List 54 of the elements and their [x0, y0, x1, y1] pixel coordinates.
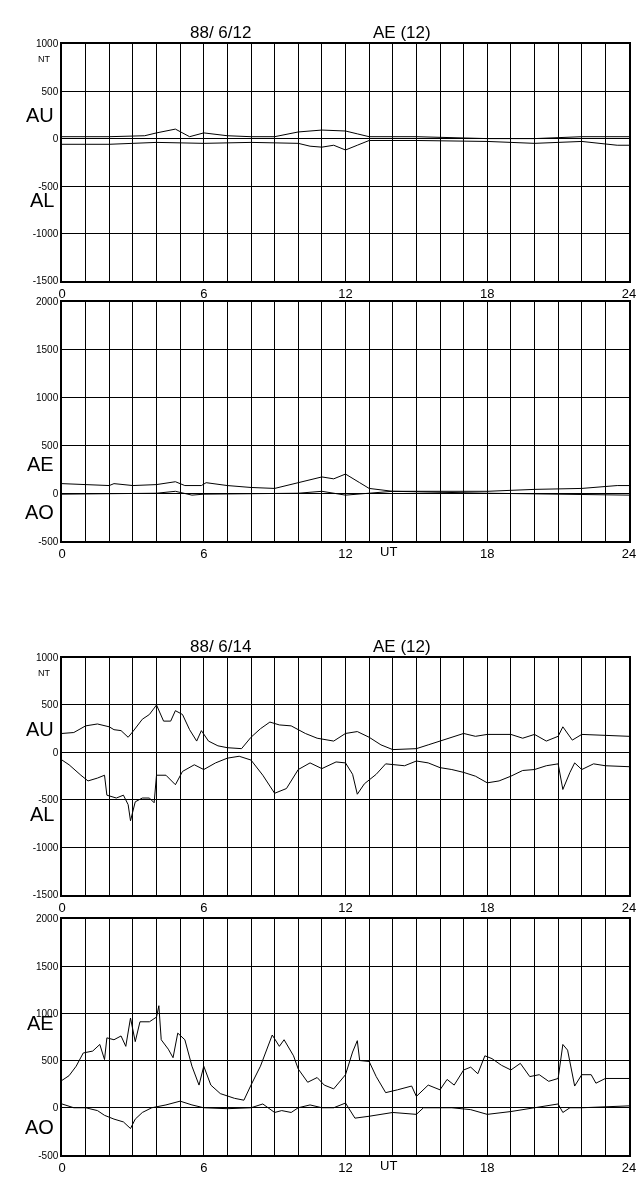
y-tick-label: 2000	[36, 296, 59, 308]
x-tick-label: 24	[621, 546, 637, 562]
y-tick-label: -1500	[32, 275, 59, 287]
x-tick-label: 18	[480, 546, 495, 562]
x-tick-label: 6	[200, 546, 208, 562]
y-axis-title: NT	[38, 54, 51, 64]
x-tick-label: 12	[338, 546, 353, 562]
y-tick-label: 2000	[36, 913, 59, 925]
x-tick-label: 18	[480, 900, 495, 916]
chart-title: 88/ 6/12	[190, 23, 252, 42]
x-tick-label: 6	[200, 1160, 208, 1176]
y-axis-title: NT	[38, 668, 51, 678]
series-label: AU	[26, 718, 54, 740]
series-label: AO	[25, 1116, 54, 1138]
x-tick-label: 12	[338, 1160, 353, 1176]
text: AL	[30, 189, 55, 211]
y-tick-label: -1500	[32, 889, 59, 901]
y-tick-label: 0	[52, 133, 59, 145]
y-tick-label: 0	[52, 487, 59, 499]
y-tick-label: 1500	[36, 343, 59, 355]
chart-subtitle: AE (12)	[373, 23, 431, 42]
x-tick-label: 12	[338, 286, 353, 302]
series-label: AU	[26, 104, 54, 126]
x-tick-label: 6	[200, 900, 208, 916]
y-tick-label: 1000	[36, 38, 59, 50]
series-label: AO	[25, 501, 54, 523]
x-axis-title: UT	[380, 1158, 398, 1173]
x-tick-label: 6	[200, 286, 208, 302]
x-tick-label: 12	[338, 900, 353, 916]
y-tick-label: 0	[52, 746, 59, 758]
y-tick-label: 1000	[36, 652, 59, 664]
y-tick-label: 500	[41, 699, 59, 711]
chart-title: 88/ 6/14	[190, 637, 252, 656]
y-tick-label: 500	[41, 85, 59, 97]
x-tick-label: 24	[621, 900, 637, 916]
y-tick-label: -1000	[32, 228, 59, 240]
y-tick-label: 500	[41, 1055, 59, 1067]
y-tick-label: 500	[41, 439, 59, 451]
y-tick-label: -500	[38, 535, 59, 547]
chart-subtitle: AE (12)	[373, 637, 431, 656]
x-tick-label: 18	[480, 286, 495, 302]
y-tick-label: -500	[38, 794, 59, 806]
y-tick-label: -500	[38, 180, 59, 192]
series-label: AE	[27, 453, 54, 475]
y-tick-label: -500	[38, 1149, 59, 1161]
series-label: AL	[30, 803, 55, 825]
y-tick-label: -1000	[32, 841, 59, 853]
y-tick-label: 1500	[36, 960, 59, 972]
x-tick-label: 24	[621, 1160, 637, 1176]
y-tick-label: 0	[52, 1102, 59, 1114]
x-tick-label: 24	[621, 286, 637, 302]
x-tick-label: 18	[480, 1160, 495, 1176]
y-tick-label: 1000	[36, 391, 59, 403]
x-axis-title: UT	[380, 544, 398, 559]
